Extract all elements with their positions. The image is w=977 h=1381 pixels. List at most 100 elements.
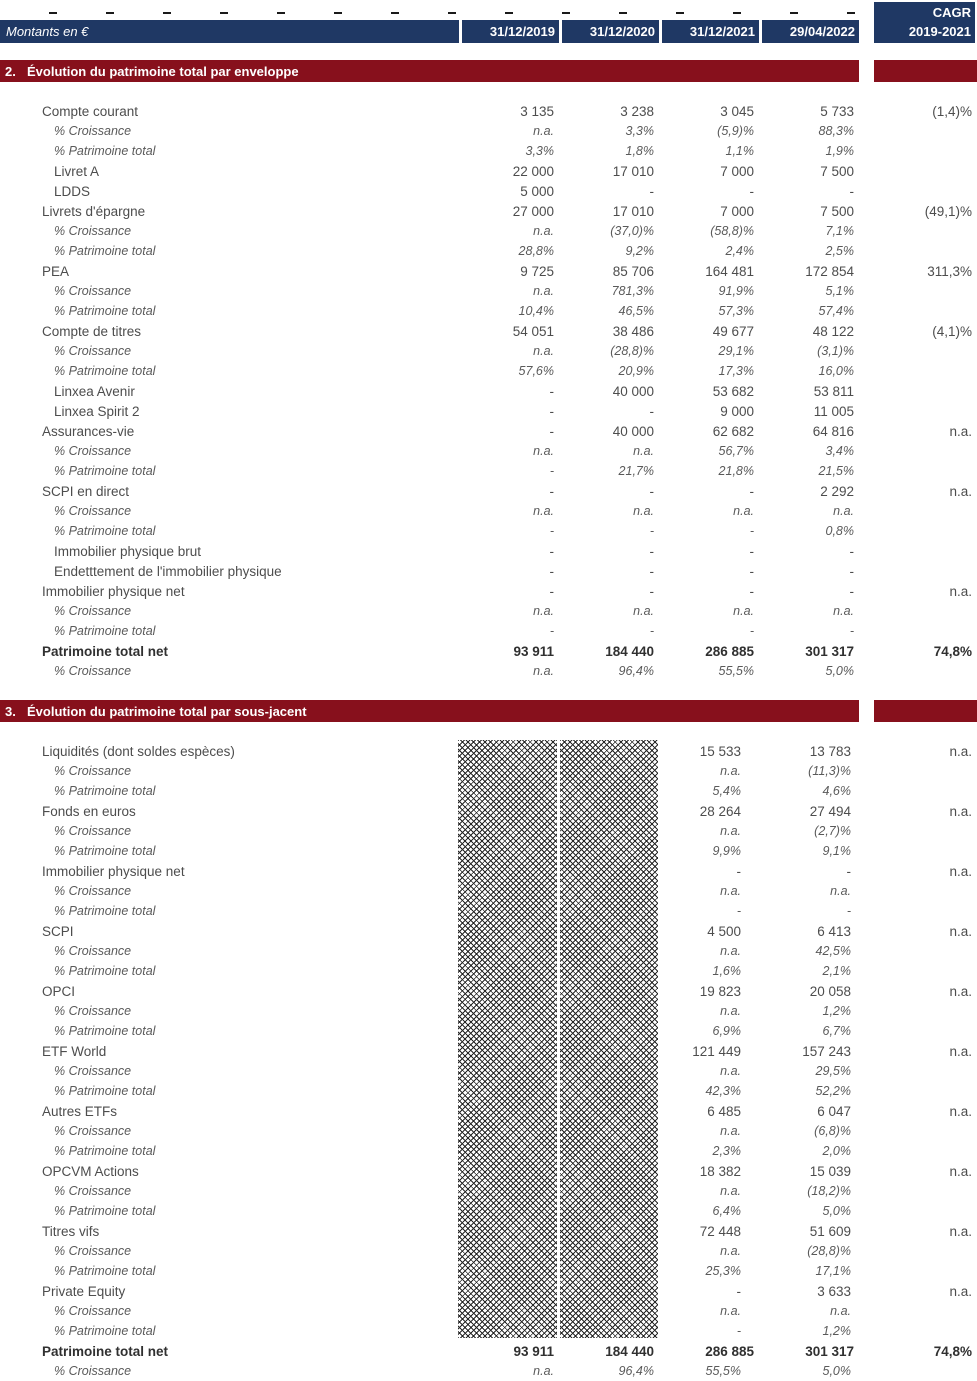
table-row: % Croissance n.a. (6,8)% [0, 1121, 977, 1141]
table-row: % Croissance n.a. n.a. n.a. n.a. [0, 501, 977, 521]
cell-cagr: n.a. [949, 423, 972, 439]
cell-2021: n.a. [720, 764, 741, 778]
table-row: % Patrimoine total 3,3% 1,8% 1,1% 1,9% [0, 141, 977, 161]
cell-2021: 49 677 [712, 323, 754, 339]
cell-2022: 6 413 [817, 923, 851, 939]
row-label: % Croissance [54, 824, 132, 838]
table-row: SCPI en direct - - - 2 292 n.a. [0, 481, 977, 501]
cell-2019: - [549, 483, 555, 499]
cell-cagr: n.a. [949, 1103, 972, 1119]
cell-2022: 5,1% [825, 284, 855, 298]
cell-2022: - [849, 583, 855, 599]
cell-cagr: n.a. [949, 1163, 972, 1179]
cell-2022: 301 317 [805, 1343, 854, 1359]
cell-2020: (37,0)% [610, 224, 654, 238]
row-label: % Croissance [54, 344, 132, 358]
cell-2022: 88,3% [818, 124, 854, 138]
cell-cagr: n.a. [949, 1283, 972, 1299]
gridline-ticks [0, 12, 858, 14]
cell-2022: (6,8)% [814, 1124, 851, 1138]
table-row: Linxea Spirit 2 - - 9 000 11 005 [0, 401, 977, 421]
column-header-date-2020: 31/12/2020 [562, 20, 659, 43]
cell-2021: 57,3% [718, 304, 754, 318]
table-row: % Croissance n.a. (18,2)% [0, 1181, 977, 1201]
cell-2022: - [849, 183, 855, 199]
row-label: % Croissance [54, 124, 132, 138]
cell-2020: - [649, 624, 654, 638]
table-row: Fonds en euros 28 264 27 494 n.a. [0, 801, 977, 821]
table-row: % Croissance n.a. (2,7)% [0, 821, 977, 841]
cell-2021: (58,8)% [710, 224, 754, 238]
row-label: % Croissance [54, 1004, 132, 1018]
cell-2021: 7 000 [720, 163, 754, 179]
row-label: % Croissance [54, 1124, 132, 1138]
cell-2022: 17,1% [815, 1264, 851, 1278]
table-row: Endetttement de l'immobilier physique - - -… [0, 561, 977, 581]
cell-2021: 42,3% [705, 1084, 741, 1098]
table-row: Patrimoine total net 93 911 184 440 286 885… [0, 1341, 977, 1361]
cell-2019: - [549, 464, 554, 478]
table-row: % Croissance n.a. 96,4% 55,5% 5,0% [0, 1361, 977, 1381]
table-row: LDDS 5 000 - - - [0, 181, 977, 201]
cell-2022: 13 783 [809, 743, 851, 759]
cell-2022: 6 047 [817, 1103, 851, 1119]
table-row: % Patrimoine total 1,6% 2,1% [0, 961, 977, 981]
table-row: % Patrimoine total - - - - [0, 621, 977, 641]
cell-2019: 5 000 [520, 183, 554, 199]
cell-2022: - [849, 563, 855, 579]
cell-2021: n.a. [720, 1004, 741, 1018]
cell-2022: 5 733 [820, 103, 854, 119]
cell-2022: 52,2% [815, 1084, 851, 1098]
table-row: % Croissance n.a. n.a. [0, 1301, 977, 1321]
cell-2022: n.a. [830, 1304, 851, 1318]
cell-2021: 286 885 [705, 643, 754, 659]
cell-2021: - [749, 524, 754, 538]
cell-2020: 21,7% [618, 464, 654, 478]
cell-2021: n.a. [733, 504, 754, 518]
row-label: % Patrimoine total [54, 1204, 156, 1218]
row-label: Liquidités (dont soldes espèces) [42, 743, 235, 759]
cell-cagr: n.a. [949, 923, 972, 939]
row-label: % Croissance [54, 444, 132, 458]
table-row: % Croissance n.a. 42,5% [0, 941, 977, 961]
cell-2021: 72 448 [699, 1223, 741, 1239]
cell-2020: 184 440 [605, 1343, 654, 1359]
cell-2019: 28,8% [518, 244, 554, 258]
cell-2021: - [749, 183, 755, 199]
cell-cagr: n.a. [949, 483, 972, 499]
table-row: Livrets d'épargne 27 000 17 010 7 000 7 500 (… [0, 201, 977, 221]
table-row: % Croissance n.a. n.a. n.a. n.a. [0, 601, 977, 621]
table-row: Immobilier physique brut - - - - [0, 541, 977, 561]
row-label: % Patrimoine total [54, 304, 156, 318]
cagr-column-header: CAGR 2019-2021 [874, 2, 975, 43]
table-row: % Croissance n.a. n.a. 56,7% 3,4% [0, 441, 977, 461]
row-label: Linxea Spirit 2 [54, 403, 140, 419]
row-label: Compte de titres [42, 323, 142, 339]
table-par-enveloppe: Compte courant 3 135 3 238 3 045 5 733 (1,4)%… [0, 101, 977, 681]
row-label: % Patrimoine total [54, 904, 156, 918]
row-label: Endetttement de l'immobilier physique [54, 563, 282, 579]
cell-2019: 3,3% [525, 144, 555, 158]
row-label: % Patrimoine total [54, 624, 156, 638]
cell-2022: 21,5% [818, 464, 854, 478]
table-row: % Patrimoine total 57,6% 20,9% 17,3% 16,0% [0, 361, 977, 381]
table-row: % Patrimoine total 6,4% 5,0% [0, 1201, 977, 1221]
cell-2022: 157 243 [802, 1043, 851, 1059]
cell-2021: 56,7% [718, 444, 754, 458]
cell-2020: 3 238 [620, 103, 654, 119]
cell-2021: 29,1% [718, 344, 754, 358]
cell-2022: 5,0% [825, 664, 855, 678]
row-label: % Patrimoine total [54, 524, 156, 538]
cell-2022: 9,1% [822, 844, 852, 858]
cell-2021: n.a. [720, 1244, 741, 1258]
cell-2021: 19 823 [699, 983, 741, 999]
table-row: % Patrimoine total - - - 0,8% [0, 521, 977, 541]
row-label: % Patrimoine total [54, 1324, 156, 1338]
row-label: Immobilier physique net [42, 583, 185, 599]
row-label: % Croissance [54, 1244, 132, 1258]
cell-2019: n.a. [533, 284, 554, 298]
cell-2021: 9,9% [712, 844, 742, 858]
cell-2021: 164 481 [705, 263, 754, 279]
cell-2022: - [849, 624, 854, 638]
cagr-header-line2: 2019-2021 [908, 23, 971, 39]
